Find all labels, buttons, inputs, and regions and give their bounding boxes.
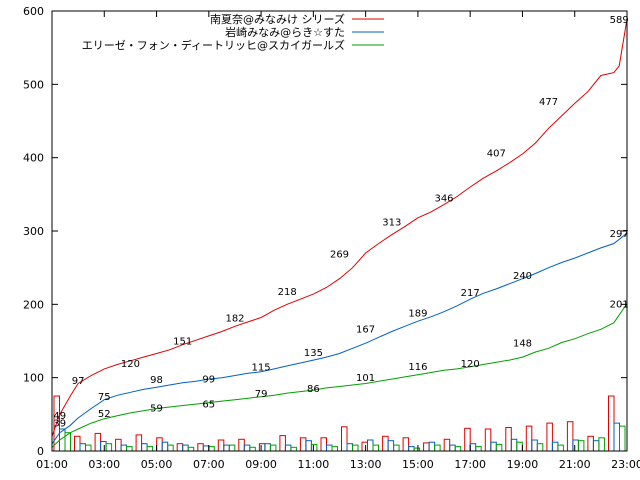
y-tick-label: 200 [23,298,44,311]
y-tick-label: 400 [23,152,44,165]
axes: 0 100 200 300 400 500 600 01:00 03:00 05:00 07:00 0… [23,5,640,471]
data-label: 135 [304,348,323,359]
x-tick-label: 19:00 [507,458,539,471]
data-label: 182 [225,314,244,325]
x-tick-label: 23:00 [611,458,640,471]
data-label: 86 [307,384,320,395]
data-label: 49 [53,411,66,422]
data-labels: 97 120 151 182 218 269 313 346 407 477 589 49 75 98 99… [53,15,628,429]
y-tick-label: 300 [23,225,44,238]
series-line [51,303,628,448]
data-label: 120 [461,359,480,370]
x-tick-label: 15:00 [402,458,434,471]
data-label: 407 [487,149,506,160]
data-label: 151 [173,336,192,347]
data-label: 75 [98,392,111,403]
y-tick-label: 0 [37,445,44,458]
data-label: 346 [434,193,453,204]
legend-label: エリーゼ・フォン・ディートリッヒ@スカイガールズ [82,38,345,52]
series-lines [51,19,628,448]
x-tick-label: 09:00 [245,458,277,471]
data-label: 116 [408,362,427,373]
data-label: 97 [72,376,85,387]
x-tick-label: 11:00 [298,458,330,471]
data-label: 98 [150,375,163,386]
data-label: 148 [513,339,532,350]
data-label: 313 [382,218,401,229]
series-line [51,232,628,444]
series-line [51,19,628,437]
x-tick-label: 21:00 [559,458,591,471]
x-tick-label: 03:00 [88,458,120,471]
data-label: 52 [98,409,111,420]
data-label: 218 [278,287,297,298]
x-tick-label: 13:00 [350,458,382,471]
legend: 南夏奈@みなみけ シリーズ岩崎みなみ@らき☆すたエリーゼ・フォン・ディートリッヒ… [82,12,384,52]
data-label: 167 [356,325,375,336]
data-label: 79 [255,389,268,400]
data-label: 240 [513,271,532,282]
data-label: 201 [610,300,629,311]
data-label: 217 [461,288,480,299]
data-label: 297 [610,229,629,240]
data-label: 99 [202,374,215,385]
legend-label: 岩崎みなみ@らき☆すた [225,25,345,39]
data-label: 189 [408,308,427,319]
y-tick-label: 500 [23,78,44,91]
y-tick-label: 600 [23,5,44,18]
x-tick-label: 01:00 [36,458,68,471]
data-label: 589 [610,15,629,26]
data-label: 120 [121,359,140,370]
data-label: 59 [150,404,163,415]
data-label: 115 [252,363,271,374]
legend-label: 南夏奈@みなみけ シリーズ [210,12,345,26]
data-label: 39 [53,418,66,429]
data-label: 65 [202,399,215,410]
x-tick-label: 05:00 [141,458,173,471]
data-label: 477 [539,97,558,108]
x-tick-label: 07:00 [193,458,225,471]
data-label: 269 [330,250,349,261]
data-label: 101 [356,373,375,384]
x-tick-label: 17:00 [454,458,486,471]
y-tick-label: 100 [23,372,44,385]
